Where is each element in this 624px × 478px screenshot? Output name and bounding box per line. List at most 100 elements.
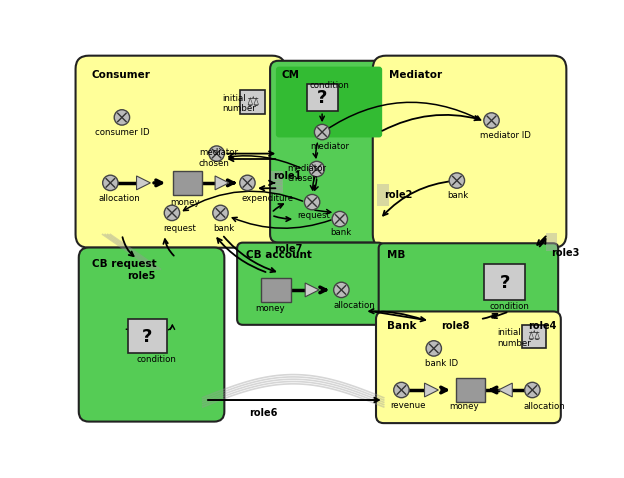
Text: CB request: CB request xyxy=(92,259,157,269)
FancyBboxPatch shape xyxy=(270,61,388,243)
FancyArrowPatch shape xyxy=(229,157,275,161)
FancyArrowPatch shape xyxy=(232,217,331,228)
FancyBboxPatch shape xyxy=(76,55,285,248)
Text: ?: ? xyxy=(499,274,510,292)
Text: money: money xyxy=(256,304,285,313)
FancyBboxPatch shape xyxy=(271,171,283,193)
Circle shape xyxy=(309,161,324,177)
Text: role3: role3 xyxy=(551,248,579,258)
FancyBboxPatch shape xyxy=(522,325,546,348)
Circle shape xyxy=(240,175,255,191)
Text: ⚖: ⚖ xyxy=(246,95,259,109)
FancyArrowPatch shape xyxy=(227,152,273,156)
Text: role8: role8 xyxy=(441,321,470,331)
Text: bank ID: bank ID xyxy=(424,359,457,368)
FancyArrowPatch shape xyxy=(274,216,291,221)
FancyBboxPatch shape xyxy=(237,243,384,325)
FancyArrowPatch shape xyxy=(483,314,497,319)
FancyBboxPatch shape xyxy=(546,233,557,251)
FancyArrowPatch shape xyxy=(540,239,545,246)
Circle shape xyxy=(449,173,464,188)
Text: MB: MB xyxy=(387,250,405,260)
Text: CM: CM xyxy=(281,70,300,80)
FancyArrowPatch shape xyxy=(492,313,507,318)
Text: ?: ? xyxy=(142,328,152,346)
Text: request: request xyxy=(298,211,330,220)
Circle shape xyxy=(334,282,349,298)
FancyArrowPatch shape xyxy=(375,312,425,321)
Polygon shape xyxy=(499,383,512,397)
FancyArrowPatch shape xyxy=(315,209,331,214)
FancyArrowPatch shape xyxy=(269,181,275,185)
FancyBboxPatch shape xyxy=(261,278,291,302)
Text: revenue: revenue xyxy=(391,401,426,410)
Text: mediator
chosen: mediator chosen xyxy=(288,163,326,183)
FancyBboxPatch shape xyxy=(456,378,485,402)
Text: role6: role6 xyxy=(249,408,277,418)
Text: condition: condition xyxy=(309,81,349,90)
FancyBboxPatch shape xyxy=(173,171,202,195)
Text: role1: role1 xyxy=(273,171,302,181)
Circle shape xyxy=(332,211,348,227)
Text: mediator: mediator xyxy=(311,142,349,151)
FancyBboxPatch shape xyxy=(79,248,225,422)
Circle shape xyxy=(426,341,441,356)
FancyArrowPatch shape xyxy=(122,237,134,256)
Text: ?: ? xyxy=(317,89,328,107)
Circle shape xyxy=(394,382,409,398)
Text: allocation: allocation xyxy=(99,194,140,203)
Text: mediator
chosen: mediator chosen xyxy=(199,148,238,168)
Circle shape xyxy=(114,110,130,125)
FancyArrowPatch shape xyxy=(163,239,174,256)
FancyBboxPatch shape xyxy=(379,243,558,316)
Circle shape xyxy=(525,382,540,398)
Polygon shape xyxy=(137,176,150,190)
FancyArrowPatch shape xyxy=(320,114,324,120)
FancyArrowPatch shape xyxy=(168,325,175,330)
FancyArrowPatch shape xyxy=(310,172,317,190)
Text: bank: bank xyxy=(213,224,234,233)
FancyArrowPatch shape xyxy=(217,238,266,272)
FancyArrowPatch shape xyxy=(260,186,275,190)
FancyBboxPatch shape xyxy=(373,55,567,248)
Text: role7: role7 xyxy=(275,244,303,254)
Text: role4: role4 xyxy=(528,321,556,331)
Circle shape xyxy=(103,175,118,191)
FancyArrowPatch shape xyxy=(325,102,480,130)
FancyBboxPatch shape xyxy=(377,185,389,206)
FancyBboxPatch shape xyxy=(128,319,167,353)
Text: mediator ID: mediator ID xyxy=(480,131,531,140)
FancyBboxPatch shape xyxy=(484,264,525,300)
Text: ⚖: ⚖ xyxy=(528,329,540,343)
Text: money: money xyxy=(170,197,200,206)
Text: bank: bank xyxy=(447,191,469,200)
Circle shape xyxy=(164,205,180,221)
Text: money: money xyxy=(450,402,479,411)
FancyArrowPatch shape xyxy=(369,309,424,320)
Text: bank: bank xyxy=(330,228,351,237)
Text: initial
number: initial number xyxy=(222,94,256,113)
Text: Consumer: Consumer xyxy=(92,70,151,80)
Text: initial
number: initial number xyxy=(498,328,532,348)
Text: CB account: CB account xyxy=(246,250,312,260)
FancyBboxPatch shape xyxy=(276,66,382,138)
Circle shape xyxy=(209,146,224,161)
Circle shape xyxy=(213,205,228,221)
Text: request: request xyxy=(163,224,197,233)
Text: role2: role2 xyxy=(384,190,412,200)
FancyArrowPatch shape xyxy=(313,143,318,158)
FancyBboxPatch shape xyxy=(307,84,338,111)
FancyArrowPatch shape xyxy=(126,324,131,329)
Text: consumer ID: consumer ID xyxy=(95,128,149,137)
FancyArrowPatch shape xyxy=(314,179,318,190)
Circle shape xyxy=(484,113,499,128)
FancyArrowPatch shape xyxy=(208,398,379,402)
FancyArrowPatch shape xyxy=(537,237,546,245)
Text: allocation: allocation xyxy=(524,402,565,411)
FancyBboxPatch shape xyxy=(240,90,265,114)
FancyArrowPatch shape xyxy=(229,154,300,168)
FancyArrowPatch shape xyxy=(383,115,479,131)
Text: condition: condition xyxy=(489,302,529,311)
FancyArrowPatch shape xyxy=(273,204,283,211)
Text: condition: condition xyxy=(137,355,177,364)
